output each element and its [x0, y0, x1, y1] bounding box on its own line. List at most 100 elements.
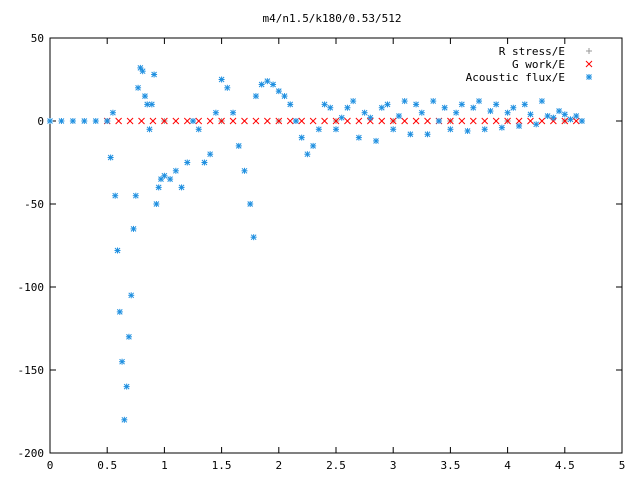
data-point [292, 117, 300, 125]
data-point [235, 142, 243, 150]
x-tick-label: 1.5 [212, 459, 232, 472]
series-layer [46, 64, 586, 424]
x-tick-label: 4 [504, 459, 511, 472]
y-tick-label: -200 [18, 447, 45, 460]
data-point [538, 117, 546, 125]
legend-marker [585, 73, 593, 81]
data-point [464, 127, 472, 135]
data-point [107, 154, 115, 162]
data-point [418, 109, 426, 117]
data-point [435, 117, 443, 125]
data-point [469, 117, 477, 125]
data-point [458, 117, 466, 125]
data-point [355, 117, 363, 125]
y-tick-label: 50 [31, 32, 44, 45]
data-point [148, 100, 156, 108]
x-axis: 0 0.5 1 1.5 2 2.5 3 3.5 4 4.5 5 [47, 38, 626, 472]
data-point [258, 80, 266, 88]
data-point [123, 383, 131, 391]
data-point [441, 104, 449, 112]
data-point [252, 92, 260, 100]
legend-marker [585, 47, 593, 55]
data-point [103, 117, 111, 125]
data-point [538, 97, 546, 105]
data-point [166, 175, 174, 183]
data-point [481, 125, 489, 133]
data-point [332, 125, 340, 133]
chart-title: m4/n1.5/k180/0.53/512 [262, 12, 401, 25]
data-point [321, 117, 329, 125]
legend-marker [585, 60, 593, 68]
data-point [469, 104, 477, 112]
data-point [383, 100, 391, 108]
x-tick-label: 5 [619, 459, 626, 472]
data-point [155, 183, 163, 191]
data-point [475, 97, 483, 105]
data-point [152, 200, 160, 208]
y-tick-label: -100 [18, 281, 45, 294]
y-tick-label: -150 [18, 364, 45, 377]
data-point [326, 104, 334, 112]
plot-frame [49, 37, 623, 454]
data-point [206, 150, 214, 158]
data-point [200, 159, 208, 166]
data-point [521, 100, 529, 108]
data-point [218, 76, 226, 83]
data-point [372, 137, 380, 145]
y-tick-label: 0 [37, 115, 44, 128]
data-point [80, 117, 88, 125]
data-point [555, 107, 563, 115]
data-point [298, 117, 306, 125]
x-tick-label: 4.5 [555, 459, 575, 472]
data-point [343, 117, 351, 125]
data-point [250, 233, 258, 241]
data-point [561, 110, 569, 118]
x-tick-label: 0.5 [97, 459, 117, 472]
data-point [240, 167, 248, 175]
data-point [109, 109, 117, 117]
data-point [544, 112, 552, 120]
data-point [424, 130, 432, 138]
data-point [269, 80, 277, 88]
data-point [132, 192, 140, 200]
data-point [481, 117, 489, 125]
data-point [406, 130, 414, 138]
data-point [223, 84, 231, 92]
data-point [229, 117, 237, 125]
data-point [343, 104, 351, 112]
data-point [116, 308, 124, 316]
x-tick-label: 3.5 [440, 459, 460, 472]
legend-label: G work/E [512, 58, 565, 71]
data-point [446, 125, 454, 133]
data-point [111, 192, 119, 200]
data-point [229, 109, 237, 117]
data-point [172, 167, 180, 175]
data-point [492, 100, 500, 108]
data-point [298, 134, 306, 142]
data-point [389, 125, 397, 133]
data-point [120, 416, 128, 424]
data-point [526, 110, 534, 118]
data-point [195, 117, 203, 125]
data-point [206, 117, 214, 125]
x-tick-label: 2.5 [326, 459, 346, 472]
data-point [281, 92, 289, 100]
data-point [246, 200, 254, 208]
data-point [263, 117, 271, 125]
data-point [134, 84, 142, 92]
data-point [178, 183, 186, 191]
data-point [498, 124, 506, 132]
y-axis: 50 0 -50 -100 -150 -200 [18, 32, 622, 460]
data-point [146, 125, 154, 133]
x-tick-label: 2 [275, 459, 282, 472]
data-point [366, 114, 374, 122]
data-point [578, 117, 586, 125]
data-point [361, 109, 369, 117]
data-point [303, 150, 311, 158]
x-tick-label: 3 [390, 459, 397, 472]
data-point [378, 104, 386, 112]
data-point [139, 67, 147, 75]
data-point [401, 117, 409, 125]
